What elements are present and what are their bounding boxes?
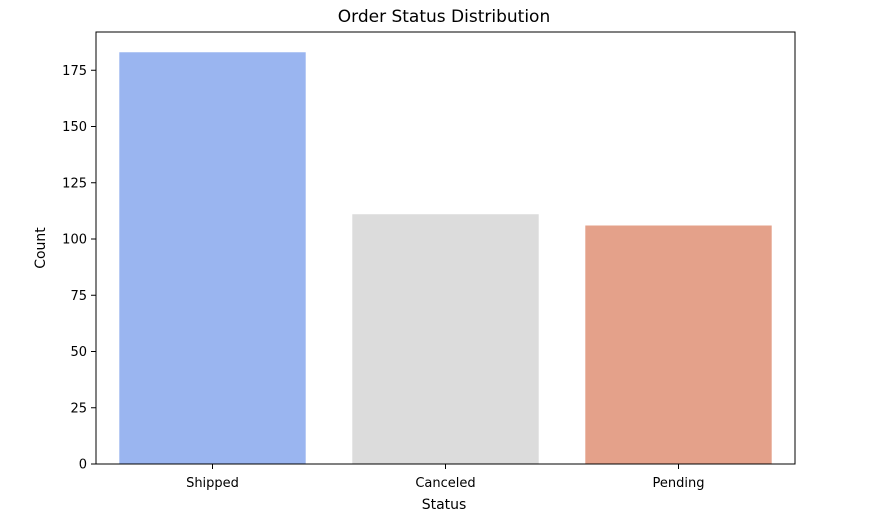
y-tick-label: 50 <box>70 345 87 360</box>
x-tick-label: Canceled <box>415 476 475 491</box>
y-tick-label: 25 <box>70 401 87 416</box>
bars-group <box>119 52 772 464</box>
bar-shipped <box>119 52 306 464</box>
y-axis: 0 25 50 75 100 125 150 175 <box>62 64 96 473</box>
chart-title: Order Status Distribution <box>338 7 550 27</box>
x-axis: Shipped Canceled Pending <box>186 464 704 491</box>
y-tick-label: 125 <box>62 176 87 191</box>
y-tick-label: 75 <box>70 289 87 304</box>
x-tick-label: Shipped <box>186 476 239 491</box>
y-axis-label: Count <box>33 227 49 269</box>
x-tick-label: Pending <box>653 476 705 491</box>
y-tick-label: 0 <box>79 458 87 473</box>
bar-canceled <box>352 214 539 464</box>
y-tick-label: 175 <box>62 64 87 79</box>
bar-pending <box>585 225 772 464</box>
x-axis-label: Status <box>422 497 467 513</box>
y-tick-label: 100 <box>62 233 87 248</box>
y-tick-label: 150 <box>62 120 87 135</box>
